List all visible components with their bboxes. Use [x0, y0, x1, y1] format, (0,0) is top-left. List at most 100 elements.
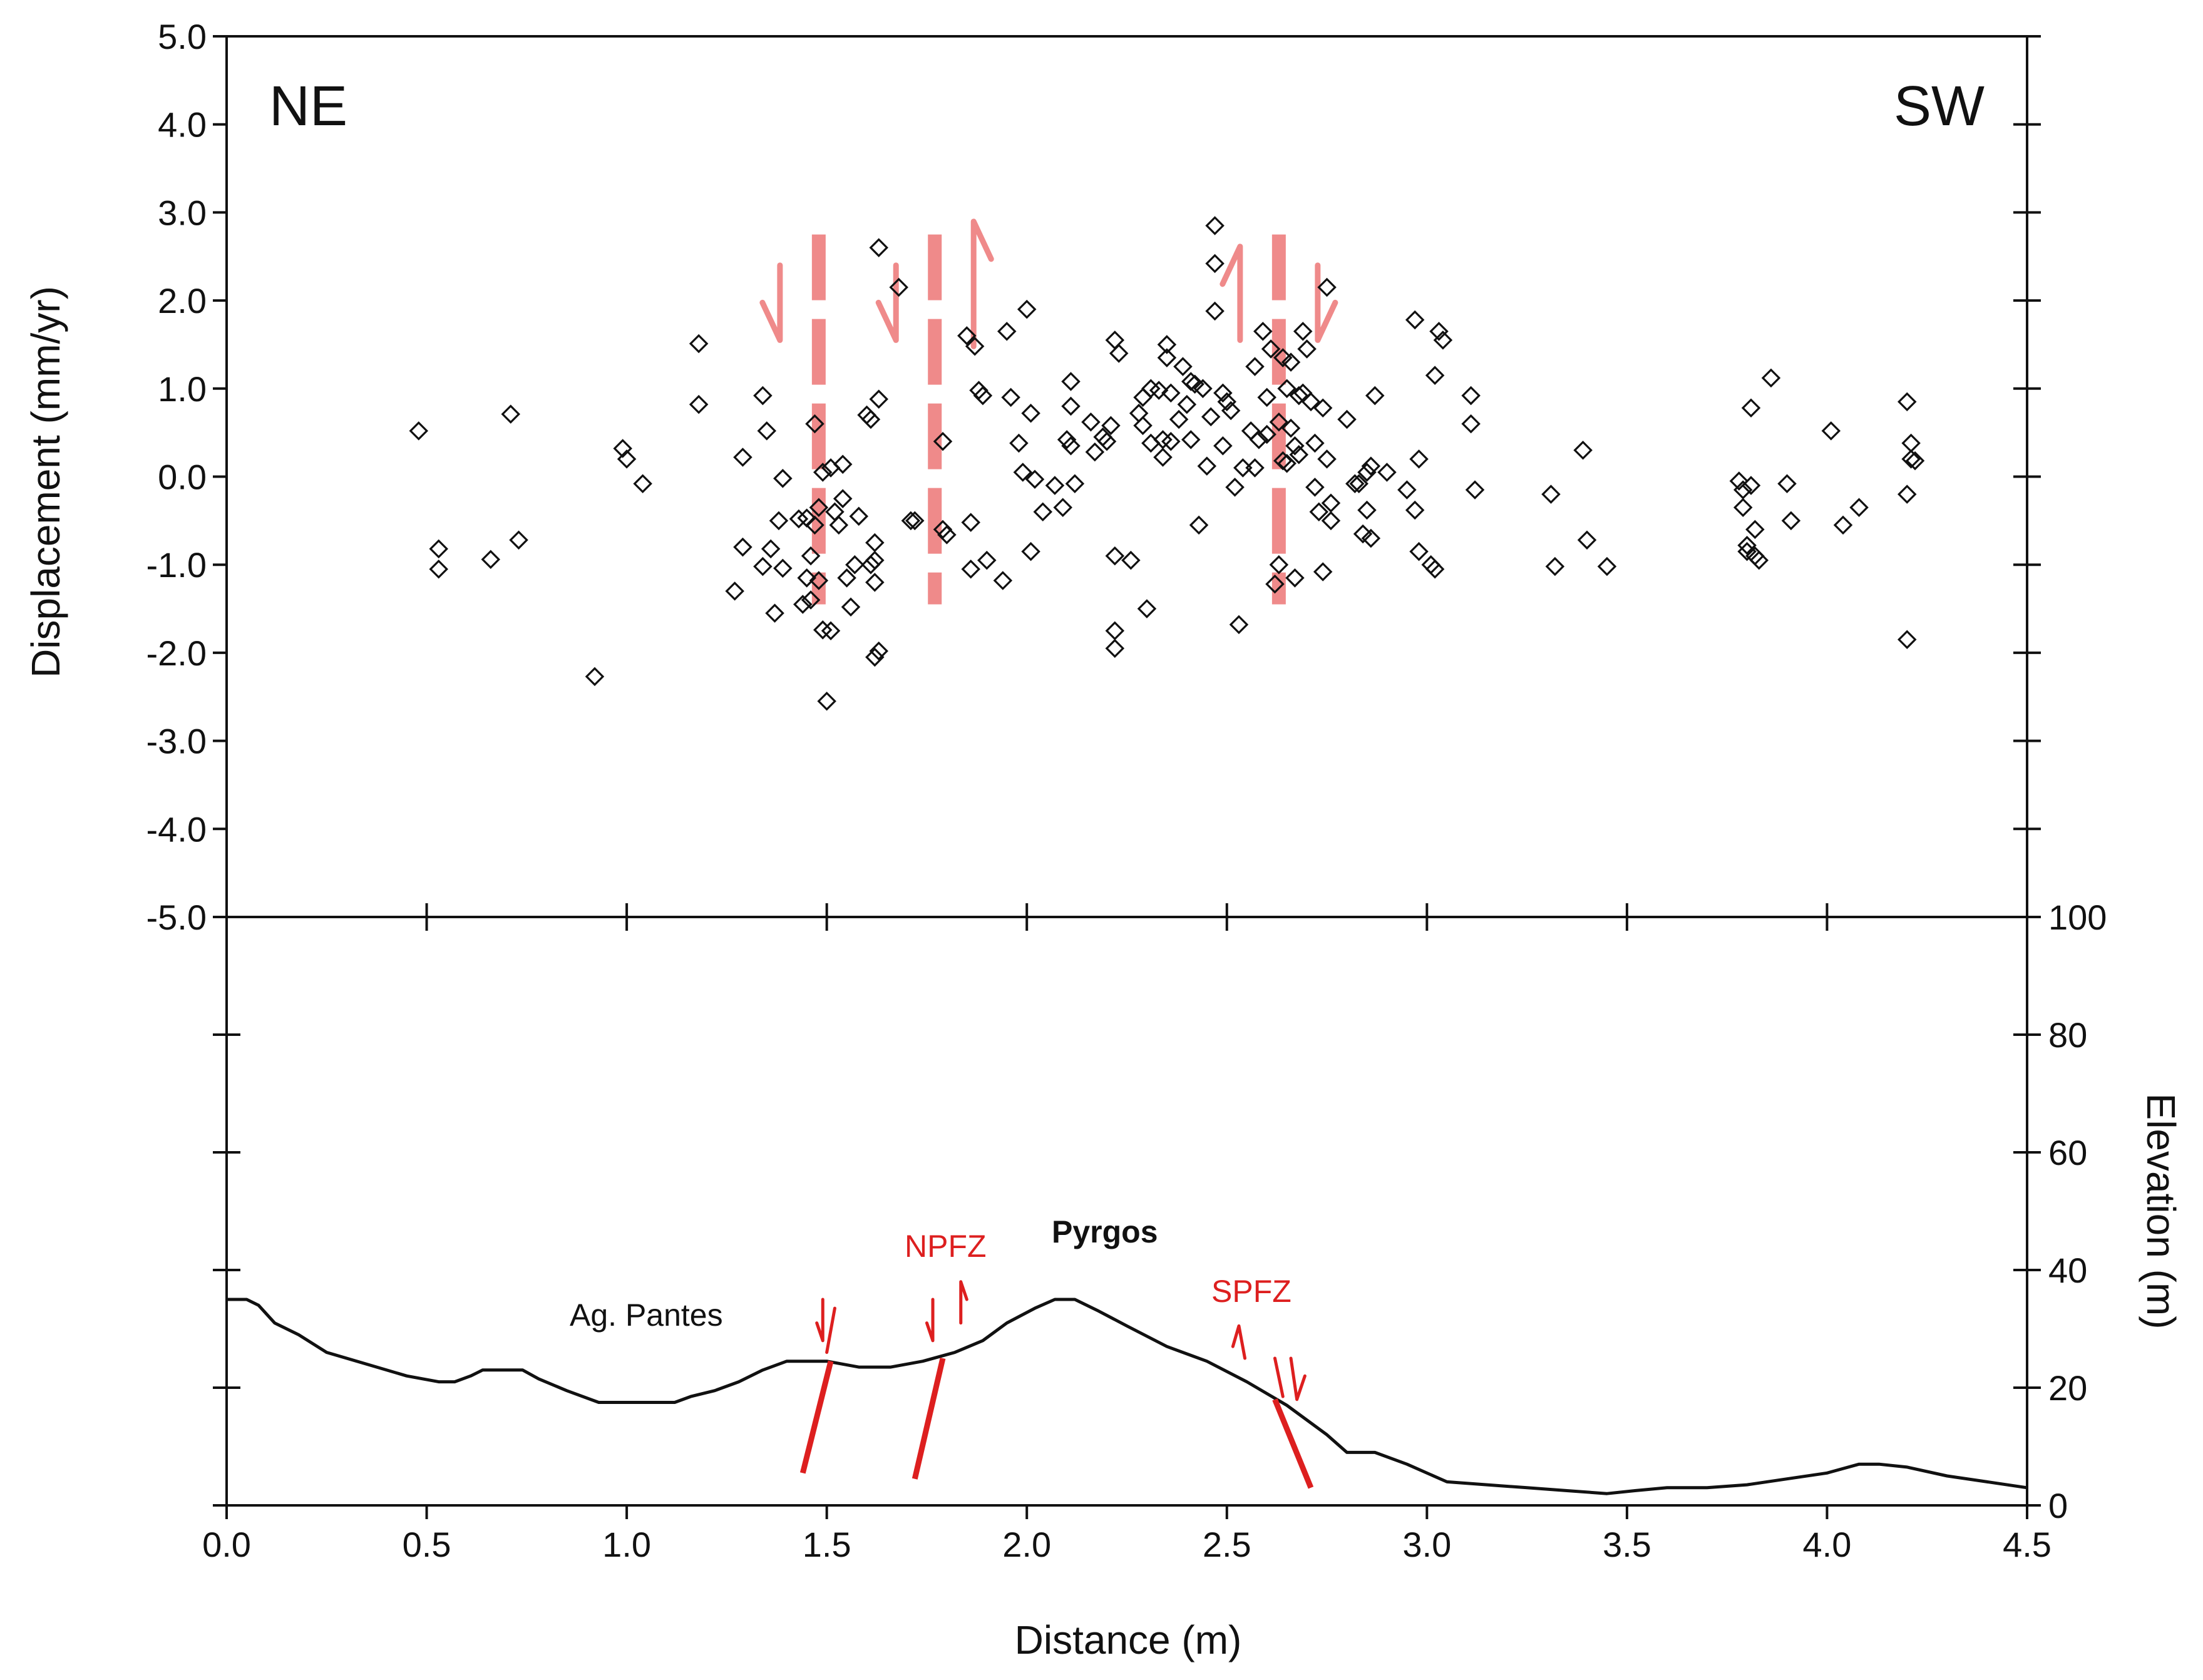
- data-point: [1733, 498, 1753, 518]
- data-point: [1205, 254, 1225, 274]
- data-point: [773, 469, 793, 488]
- data-point: [1201, 407, 1221, 427]
- data-point: [1281, 418, 1301, 438]
- data-point: [1277, 379, 1297, 399]
- data-point: [769, 511, 789, 531]
- y-axis-title-left: Displacement (mm/yr): [23, 286, 68, 678]
- data-point: [849, 506, 869, 526]
- x-tick-label: 1.0: [602, 1525, 651, 1564]
- data-point: [1205, 216, 1225, 235]
- x-tick-label: 4.5: [2003, 1525, 2052, 1564]
- data-point: [689, 334, 709, 354]
- fault-arrows-1: [759, 262, 783, 343]
- data-point: [937, 525, 957, 545]
- data-point: [1281, 352, 1301, 372]
- x-tick-label: 3.5: [1603, 1525, 1651, 1564]
- data-point: [1781, 511, 1801, 531]
- data-point: [813, 463, 833, 482]
- data-point: [501, 404, 521, 424]
- data-point: [1409, 449, 1429, 469]
- data-point: [1217, 392, 1237, 412]
- arrow-down-left-2: [875, 262, 899, 343]
- data-point: [1053, 498, 1073, 518]
- data-point: [1545, 556, 1565, 576]
- data-point: [1761, 368, 1781, 388]
- label-npfz: NPFZ: [905, 1229, 987, 1264]
- label-spfz: SPFZ: [1211, 1274, 1292, 1309]
- data-point: [1105, 621, 1125, 640]
- data-point: [1405, 500, 1425, 520]
- data-point: [1081, 412, 1101, 432]
- slip-arrow: [1289, 1356, 1307, 1401]
- x-tick-label: 0.0: [202, 1525, 251, 1564]
- data-point: [1233, 458, 1253, 478]
- data-point: [1541, 484, 1561, 504]
- data-point: [861, 409, 881, 429]
- data-point: [865, 573, 885, 592]
- data-point: [833, 454, 853, 474]
- data-point: [1205, 301, 1225, 321]
- data-point: [1021, 541, 1040, 561]
- data-point: [1257, 424, 1276, 444]
- data-point: [1157, 348, 1177, 367]
- data-point: [1133, 416, 1153, 436]
- slip-arrow: [815, 1298, 824, 1343]
- data-point: [1745, 520, 1765, 540]
- y-tick-label-right: 60: [2048, 1133, 2087, 1172]
- data-point: [809, 571, 829, 590]
- data-point: [1101, 416, 1121, 436]
- data-point: [1349, 474, 1369, 494]
- data-point: [1185, 374, 1204, 394]
- arrow-down-left-1: [759, 262, 783, 343]
- slip-arrow: [825, 1306, 836, 1355]
- data-point: [869, 238, 889, 257]
- slip-arrow: [925, 1298, 935, 1343]
- data-point: [1061, 436, 1081, 456]
- data-point: [1461, 414, 1481, 434]
- y-tick-label-right: 100: [2048, 898, 2107, 937]
- x-tick-label: 4.0: [1803, 1525, 1852, 1564]
- data-point: [901, 511, 921, 531]
- data-point: [429, 539, 448, 559]
- data-point: [1741, 398, 1761, 418]
- data-point: [1225, 478, 1245, 497]
- data-point: [1213, 436, 1233, 456]
- slip-arrow: [1231, 1324, 1247, 1360]
- data-point: [1269, 412, 1289, 432]
- data-point: [733, 448, 752, 467]
- fault-line-2: [911, 1357, 946, 1480]
- data-point: [1425, 559, 1445, 579]
- data-point: [797, 568, 816, 588]
- data-point: [1741, 476, 1761, 495]
- data-point: [1025, 469, 1045, 489]
- data-point: [1905, 451, 1925, 471]
- data-point: [1085, 442, 1105, 462]
- data-point: [1221, 401, 1241, 421]
- data-point: [1289, 445, 1309, 464]
- y-tick-label: 3.0: [158, 193, 207, 232]
- data-point: [1021, 403, 1040, 423]
- data-point: [1337, 409, 1357, 429]
- data-point: [1317, 449, 1337, 469]
- data-point: [1161, 383, 1181, 403]
- data-point: [1577, 530, 1597, 550]
- data-point: [1461, 386, 1481, 406]
- y-tick-label-right: 80: [2048, 1015, 2087, 1055]
- x-axis-title: Distance (m): [1015, 1617, 1242, 1662]
- data-point: [1465, 480, 1485, 499]
- data-point: [585, 667, 605, 687]
- data-point: [1729, 471, 1749, 491]
- slip-arrow: [1273, 1356, 1285, 1398]
- data-point: [1405, 310, 1425, 330]
- data-point: [1309, 502, 1329, 522]
- data-point: [813, 620, 833, 640]
- data-point: [1357, 500, 1377, 520]
- data-point: [1361, 528, 1381, 548]
- data-point: [1285, 568, 1305, 588]
- data-point: [1161, 431, 1181, 451]
- y-tick-label: -3.0: [146, 722, 207, 761]
- data-point: [1253, 322, 1273, 341]
- data-point: [961, 513, 981, 532]
- y-tick-label: 4.0: [158, 105, 207, 145]
